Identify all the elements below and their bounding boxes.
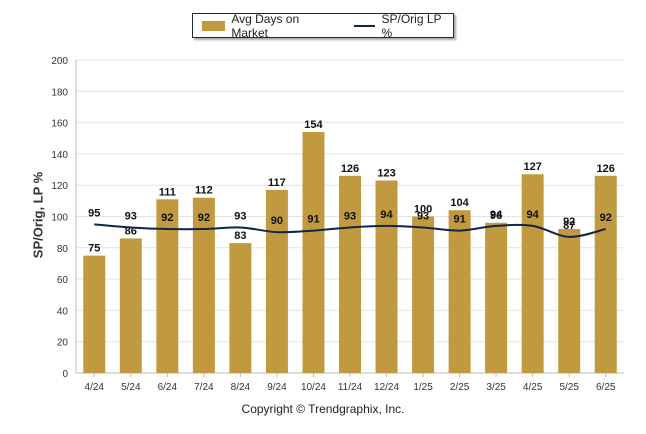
bar bbox=[594, 175, 617, 373]
line-value-label: 91 bbox=[453, 214, 465, 226]
bar bbox=[485, 222, 508, 373]
line-value-label: 93 bbox=[234, 210, 246, 222]
legend-label-line: SP/Orig LP % bbox=[381, 11, 442, 40]
legend-swatch-bars bbox=[202, 20, 226, 31]
line-value-label: 93 bbox=[125, 210, 137, 222]
x-tick-label: 8/24 bbox=[231, 382, 251, 393]
bar-value-label: 127 bbox=[523, 161, 541, 173]
x-tick-label: 9/24 bbox=[267, 382, 287, 393]
line-value-label: 92 bbox=[198, 212, 210, 224]
copyright-text: Copyright © Trendgraphix, Inc. bbox=[241, 402, 405, 416]
line-value-label: 94 bbox=[527, 209, 540, 221]
bar-value-label: 111 bbox=[159, 186, 176, 198]
x-tick-label: 1/25 bbox=[413, 382, 433, 393]
y-tick-label: 100 bbox=[51, 213, 68, 224]
bar bbox=[448, 210, 471, 373]
y-tick-label: 140 bbox=[51, 150, 68, 161]
bar bbox=[521, 174, 544, 373]
y-tick-label: 40 bbox=[57, 306, 69, 317]
bar bbox=[192, 197, 215, 373]
bar-value-label: 75 bbox=[88, 243, 100, 255]
y-tick-label: 160 bbox=[51, 119, 68, 130]
bar-value-label: 104 bbox=[450, 197, 469, 209]
bar bbox=[229, 243, 252, 373]
line-value-label: 91 bbox=[307, 214, 319, 226]
x-tick-label: 7/24 bbox=[194, 382, 214, 393]
chart-legend: Avg Days on Market SP/Orig LP % bbox=[192, 12, 454, 40]
line-value-label: 93 bbox=[417, 210, 429, 222]
bar bbox=[156, 199, 179, 373]
line-value-label: 92 bbox=[161, 212, 173, 224]
bar-value-label: 123 bbox=[377, 168, 395, 180]
bar-value-label: 112 bbox=[195, 185, 213, 197]
y-tick-label: 180 bbox=[51, 87, 68, 98]
y-tick-label: 0 bbox=[62, 369, 68, 380]
legend-label-bars: Avg Days on Market bbox=[231, 11, 300, 40]
x-tick-label: 6/24 bbox=[158, 382, 178, 393]
x-tick-label: 10/24 bbox=[301, 382, 326, 393]
bar-value-label: 126 bbox=[341, 163, 359, 175]
x-tick-label: 3/25 bbox=[486, 382, 506, 393]
x-tick-label: 11/24 bbox=[338, 382, 363, 393]
line-value-label: 94 bbox=[380, 209, 393, 221]
x-tick-label: 12/24 bbox=[374, 382, 399, 393]
line-value-label: 95 bbox=[88, 207, 100, 219]
bar-value-label: 96 bbox=[490, 210, 502, 222]
bar bbox=[412, 216, 435, 373]
x-tick-label: 6/25 bbox=[596, 382, 616, 393]
y-tick-label: 60 bbox=[57, 275, 69, 286]
bar-value-label: 154 bbox=[304, 119, 323, 131]
bar-value-label: 126 bbox=[597, 163, 615, 175]
bar bbox=[375, 180, 398, 373]
bar-value-label: 83 bbox=[234, 230, 246, 242]
line-value-label: 93 bbox=[344, 210, 356, 222]
bar bbox=[265, 189, 288, 373]
x-tick-label: 5/24 bbox=[121, 382, 141, 393]
y-tick-label: 80 bbox=[57, 244, 69, 255]
x-tick-label: 4/24 bbox=[85, 382, 105, 393]
line-value-label: 94 bbox=[490, 209, 503, 221]
y-tick-label: 20 bbox=[57, 338, 69, 349]
y-tick-label: 200 bbox=[51, 56, 68, 67]
y-tick-label: 120 bbox=[51, 181, 68, 192]
line-value-label: 87 bbox=[563, 220, 575, 232]
line-value-label: 92 bbox=[600, 212, 612, 224]
line-value-label: 90 bbox=[271, 215, 283, 227]
line-series bbox=[94, 223, 606, 238]
bar bbox=[119, 238, 142, 373]
x-tick-label: 4/25 bbox=[523, 382, 543, 393]
bar-value-label: 92 bbox=[563, 216, 575, 228]
bar bbox=[339, 175, 361, 373]
y-axis-title: SP/Orig, LP % bbox=[30, 171, 46, 259]
legend-item-bars: Avg Days on Market bbox=[193, 12, 336, 40]
bar bbox=[83, 255, 106, 373]
x-tick-label: 5/25 bbox=[559, 382, 579, 393]
bar-value-label: 100 bbox=[414, 204, 432, 216]
legend-item-line: SP/Orig LP % bbox=[336, 12, 453, 40]
legend-swatch-line bbox=[354, 24, 376, 27]
bar bbox=[302, 131, 325, 373]
bar bbox=[558, 229, 581, 373]
x-tick-label: 2/25 bbox=[450, 382, 470, 393]
bar-value-label: 117 bbox=[268, 177, 286, 189]
